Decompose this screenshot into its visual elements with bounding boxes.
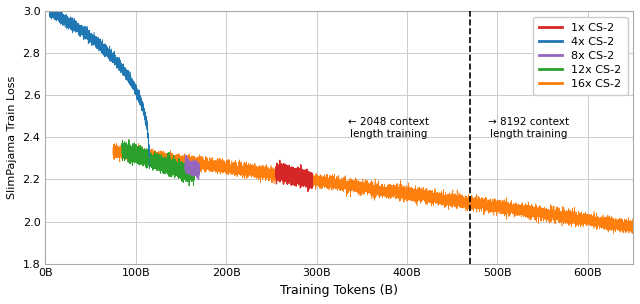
Y-axis label: SlimPajama Train Loss: SlimPajama Train Loss bbox=[7, 76, 17, 199]
X-axis label: Training Tokens (B): Training Tokens (B) bbox=[280, 284, 398, 297]
Text: → 8192 context
length training: → 8192 context length training bbox=[488, 117, 570, 139]
Text: ← 2048 context
length training: ← 2048 context length training bbox=[348, 117, 429, 139]
Legend: 1x CS-2, 4x CS-2, 8x CS-2, 12x CS-2, 16x CS-2: 1x CS-2, 4x CS-2, 8x CS-2, 12x CS-2, 16x… bbox=[533, 16, 627, 95]
